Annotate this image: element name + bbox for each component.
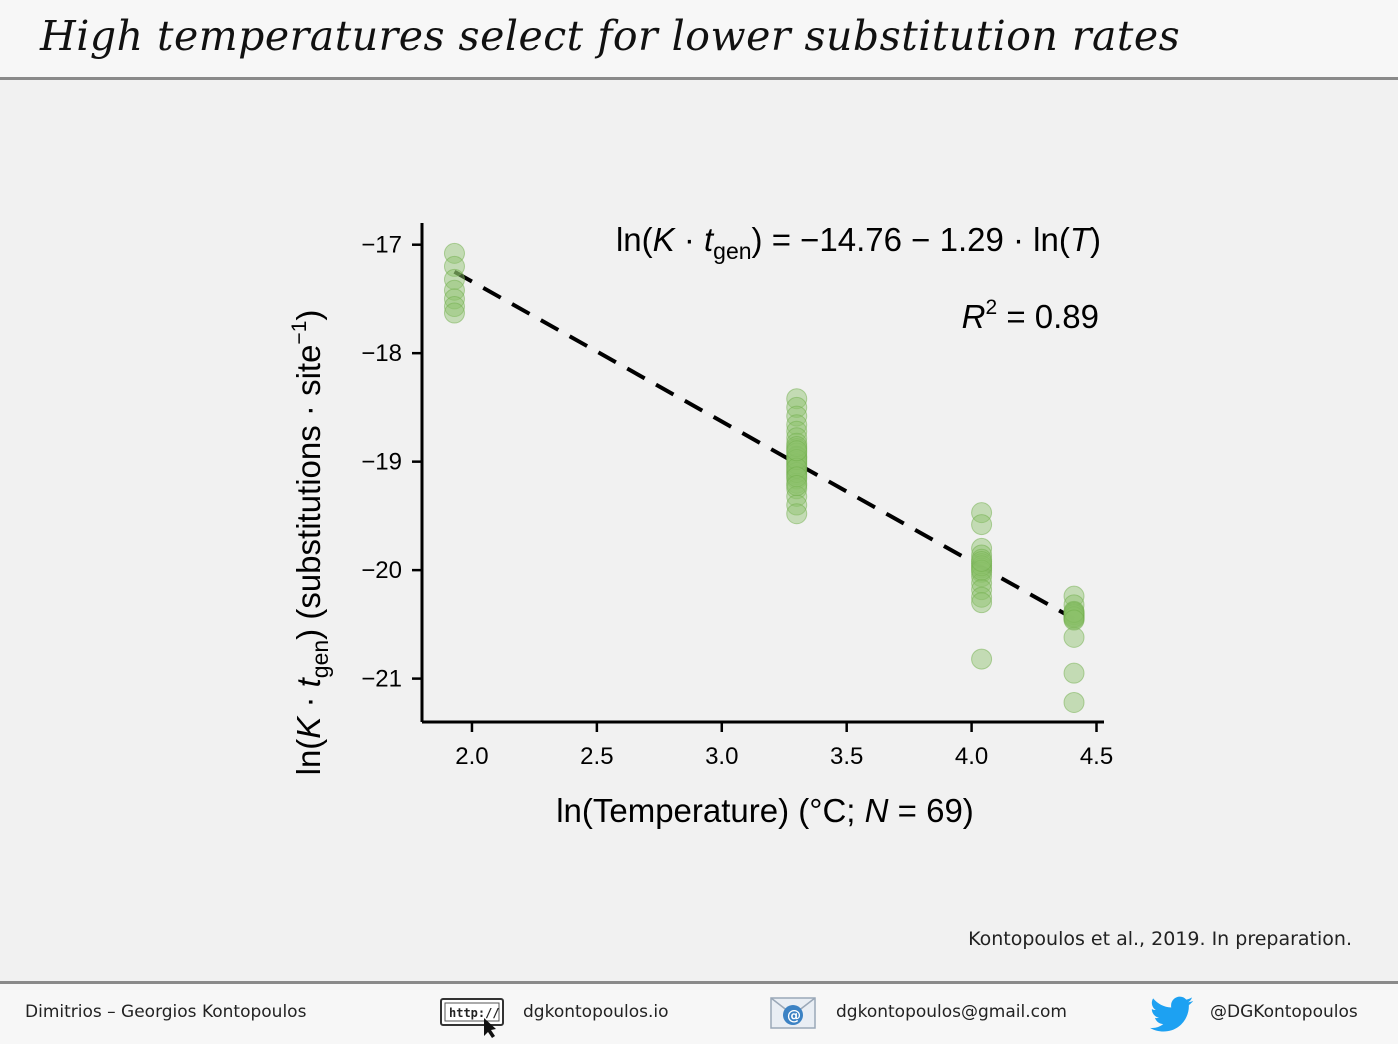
data-point [786, 396, 808, 418]
x-tick-label: 3.5 [830, 743, 863, 770]
data-point [786, 435, 808, 457]
data-point [786, 405, 808, 427]
data-point [443, 302, 465, 324]
data-point [443, 242, 465, 264]
data-point [971, 550, 993, 572]
data-point [786, 466, 808, 488]
slide-content: 2.0 2.5 3.0 3.5 4.0 4.5 −17 −18 −19 −20 −21 ln(K · … [0, 80, 1398, 980]
data-point [1063, 609, 1085, 631]
data-point [1063, 691, 1085, 713]
title-bar: High temperatures select for lower subst… [0, 0, 1398, 80]
data-point [786, 414, 808, 436]
data-point [786, 440, 808, 462]
points-layer [443, 242, 1085, 713]
scatter-chart: 2.0 2.5 3.0 3.5 4.0 4.5 −17 −18 −19 −20 −21 ln(K · … [288, 221, 1113, 829]
twitter-bird-icon[interactable] [1150, 996, 1194, 1039]
slide-title: High temperatures select for lower subst… [40, 12, 1181, 60]
data-point [786, 503, 808, 525]
y-tick-label: −20 [361, 557, 402, 584]
data-point [971, 586, 993, 608]
data-point [443, 279, 465, 301]
y-tick-label: −19 [361, 449, 402, 476]
x-axis-label: ln(Temperature) (°C; N = 69) [556, 792, 974, 829]
data-point [971, 648, 993, 670]
data-point [1063, 662, 1085, 684]
x-tick-label: 4.0 [955, 743, 988, 770]
footer: Dimitrios – Georgios Kontopoulos http://… [0, 981, 1398, 1044]
data-point [971, 502, 993, 524]
labels-layer: 2.0 2.5 3.0 3.5 4.0 4.5 −17 −18 −19 −20 −21 ln(K · … [288, 221, 1113, 829]
twitter-handle[interactable]: @DGKontopoulos [1210, 1002, 1358, 1022]
website-link[interactable]: dgkontopoulos.io [523, 1002, 669, 1022]
author-name: Dimitrios – Georgios Kontopoulos [25, 1002, 307, 1022]
data-point [443, 255, 465, 277]
axes-layer [412, 223, 1104, 732]
citation: Kontopoulos et al., 2019. In preparation… [968, 928, 1352, 950]
y-tick-label: −21 [361, 666, 402, 693]
data-point [786, 453, 808, 475]
data-point [1063, 626, 1085, 648]
data-point [971, 592, 993, 614]
y-tick-label: −17 [361, 232, 402, 259]
data-point [971, 566, 993, 588]
x-tick-label: 2.5 [580, 743, 613, 770]
email-icon[interactable]: @ [770, 997, 818, 1036]
fit-line-layer [453, 270, 1075, 621]
x-tick-label: 4.5 [1080, 743, 1113, 770]
data-point [971, 514, 993, 536]
data-point [786, 475, 808, 497]
data-point [786, 388, 808, 410]
web-link-icon[interactable]: http:// [440, 998, 506, 1043]
data-point [1063, 601, 1085, 623]
data-point [971, 559, 993, 581]
web-link-icon-text: http:// [449, 1006, 500, 1020]
r-squared-annotation: R2 = 0.89 [962, 296, 1099, 335]
x-tick-label: 2.0 [455, 743, 488, 770]
x-tick-label: 3.0 [705, 743, 738, 770]
data-point [786, 448, 808, 470]
data-point [971, 555, 993, 577]
data-point [971, 544, 993, 566]
equation-annotation: ln(K · tgen) = −14.76 − 1.29 · ln(T) [616, 221, 1101, 264]
email-icon-text: @ [787, 1008, 801, 1024]
y-axis-label: ln(K · tgen) (substitutions · site−1) [288, 310, 333, 776]
data-point [786, 462, 808, 483]
y-tick-label: −18 [361, 340, 402, 367]
fit-line [453, 270, 1075, 621]
data-point [443, 296, 465, 318]
data-point [786, 457, 808, 479]
email-link[interactable]: dgkontopoulos@gmail.com [836, 1002, 1067, 1022]
